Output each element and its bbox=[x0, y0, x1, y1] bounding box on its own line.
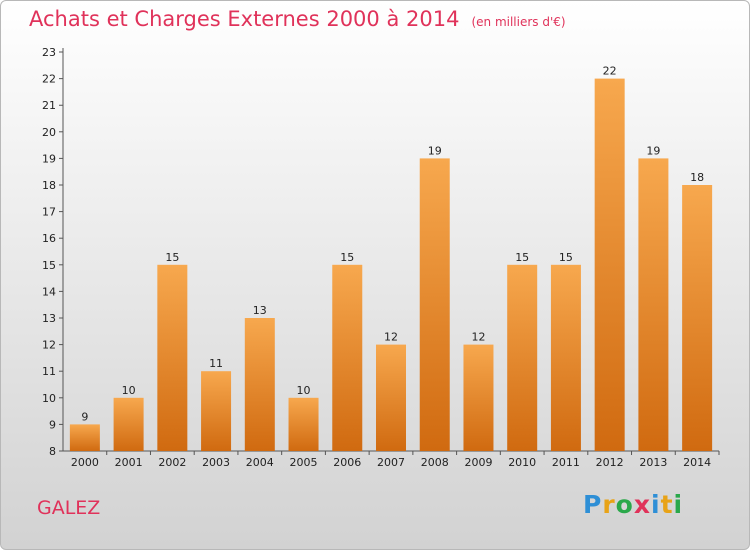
y-tick-label: 20 bbox=[42, 126, 56, 139]
logo-letter: i bbox=[651, 490, 661, 519]
x-axis: 2000 2001 2002 2003 2004 2005 2006 2007 2008 2009… bbox=[63, 450, 720, 469]
bar bbox=[594, 78, 625, 451]
bar bbox=[157, 264, 188, 451]
data-label: 12 bbox=[384, 331, 398, 344]
data-label: 19 bbox=[646, 144, 660, 157]
y-tick-label: 13 bbox=[42, 312, 56, 325]
x-tick-label: 2005 bbox=[290, 456, 318, 469]
y-tick-label: 14 bbox=[42, 285, 56, 298]
bar bbox=[244, 318, 275, 451]
title-unit: (en milliers d'€) bbox=[471, 15, 566, 29]
y-tick-label: 15 bbox=[42, 259, 56, 272]
chart-title: Achats et Charges Externes 2000 à 2014 (e… bbox=[29, 7, 566, 31]
x-tick-label: 2012 bbox=[596, 456, 624, 469]
logo-letter: t bbox=[660, 490, 674, 519]
data-label: 10 bbox=[297, 384, 311, 397]
x-tick-label: 2003 bbox=[202, 456, 230, 469]
bar bbox=[332, 264, 363, 451]
data-label: 9 bbox=[81, 410, 88, 423]
x-tick-label: 2000 bbox=[71, 456, 99, 469]
bar bbox=[376, 344, 406, 451]
x-tick-label: 2004 bbox=[246, 456, 274, 469]
bar bbox=[550, 264, 581, 451]
data-label: 11 bbox=[209, 357, 223, 370]
bars bbox=[69, 78, 713, 451]
data-label: 15 bbox=[165, 251, 179, 264]
proxiti-logo[interactable]: Proxiti bbox=[583, 490, 683, 519]
y-tick-label: 22 bbox=[42, 73, 56, 86]
x-tick-label: 2009 bbox=[464, 456, 492, 469]
y-tick-label: 12 bbox=[42, 339, 56, 352]
bar bbox=[201, 371, 232, 451]
logo-letter: i bbox=[673, 490, 684, 519]
data-label: 10 bbox=[122, 384, 136, 397]
y-tick-label: 19 bbox=[42, 152, 56, 165]
y-tick-label: 10 bbox=[42, 392, 56, 405]
y-tick-label: 16 bbox=[42, 232, 56, 245]
y-axis: 8 9 10 11 12 13 14 15 16 17 18 19 20 21 22 23 bbox=[42, 46, 64, 458]
data-label: 15 bbox=[340, 251, 354, 264]
logo-letter: P bbox=[583, 490, 603, 519]
bar bbox=[288, 397, 319, 451]
x-tick-label: 2008 bbox=[421, 456, 449, 469]
x-tick-label: 2010 bbox=[508, 456, 536, 469]
y-tick-label: 8 bbox=[49, 445, 56, 458]
x-tick-label: 2001 bbox=[115, 456, 143, 469]
data-labels: 9 10 15 11 13 10 15 12 19 12 15 15 22 19 18 bbox=[81, 65, 704, 424]
bar bbox=[507, 264, 538, 451]
x-tick-label: 2014 bbox=[683, 456, 711, 469]
bar bbox=[419, 158, 450, 451]
y-tick-label: 17 bbox=[42, 206, 56, 219]
bar bbox=[682, 185, 713, 451]
y-tick-label: 11 bbox=[42, 365, 56, 378]
data-label: 12 bbox=[471, 331, 485, 344]
y-tick-label: 18 bbox=[42, 179, 56, 192]
y-tick-label: 9 bbox=[49, 418, 56, 431]
bar bbox=[638, 158, 669, 451]
x-tick-label: 2006 bbox=[333, 456, 361, 469]
logo-letter: o bbox=[615, 490, 634, 519]
x-tick-label: 2011 bbox=[552, 456, 580, 469]
y-tick-label: 21 bbox=[42, 99, 56, 112]
x-tick-label: 2007 bbox=[377, 456, 405, 469]
bar bbox=[69, 424, 100, 451]
y-tick-label: 23 bbox=[42, 46, 56, 59]
data-label: 22 bbox=[603, 65, 617, 78]
x-tick-label: 2013 bbox=[639, 456, 667, 469]
data-label: 18 bbox=[690, 171, 704, 184]
logo-letter: x bbox=[633, 490, 651, 519]
data-label: 15 bbox=[515, 251, 529, 264]
data-label: 19 bbox=[428, 144, 442, 157]
commune-name: GALEZ bbox=[37, 497, 101, 519]
title-text: Achats et Charges Externes 2000 à 2014 bbox=[29, 7, 460, 31]
logo-letter: r bbox=[602, 490, 616, 519]
bar bbox=[463, 344, 494, 451]
x-tick-label: 2002 bbox=[158, 456, 186, 469]
bar bbox=[113, 397, 144, 451]
data-label: 15 bbox=[559, 251, 573, 264]
data-label: 13 bbox=[253, 304, 267, 317]
